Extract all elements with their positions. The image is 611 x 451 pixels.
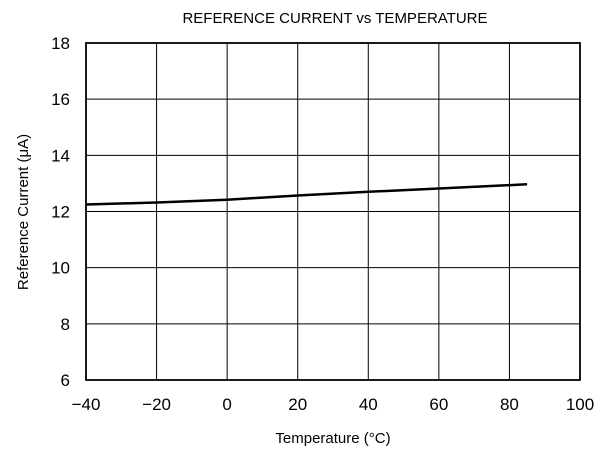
x-tick-label: 60 <box>429 395 448 414</box>
x-axis-title: Temperature (°C) <box>275 430 390 447</box>
chart-title: REFERENCE CURRENT vs TEMPERATURE <box>182 10 487 27</box>
y-tick-label: 16 <box>51 90 70 109</box>
x-tick-label: −20 <box>142 395 171 414</box>
x-tick-label: 40 <box>359 395 378 414</box>
y-tick-label: 14 <box>51 146 70 165</box>
x-tick-label: 100 <box>566 395 594 414</box>
y-tick-label: 6 <box>61 371 70 390</box>
plot-frame <box>85 42 581 381</box>
y-tick-labels: 6 8 10 12 14 16 18 <box>51 34 70 390</box>
series-layer <box>85 183 528 206</box>
x-tick-label: 80 <box>500 395 519 414</box>
y-tick-label: 10 <box>51 259 70 278</box>
y-axis-title: Reference Current (μA) <box>15 134 32 290</box>
x-tick-label: 0 <box>222 395 231 414</box>
x-tick-labels: −40 −20 0 20 40 60 80 100 <box>72 395 595 414</box>
grid-lines <box>86 43 580 380</box>
series-line <box>85 183 528 206</box>
y-tick-label: 8 <box>61 315 70 334</box>
x-tick-label: −40 <box>72 395 101 414</box>
x-tick-label: 20 <box>288 395 307 414</box>
y-tick-label: 18 <box>51 34 70 53</box>
y-tick-label: 12 <box>51 203 70 222</box>
